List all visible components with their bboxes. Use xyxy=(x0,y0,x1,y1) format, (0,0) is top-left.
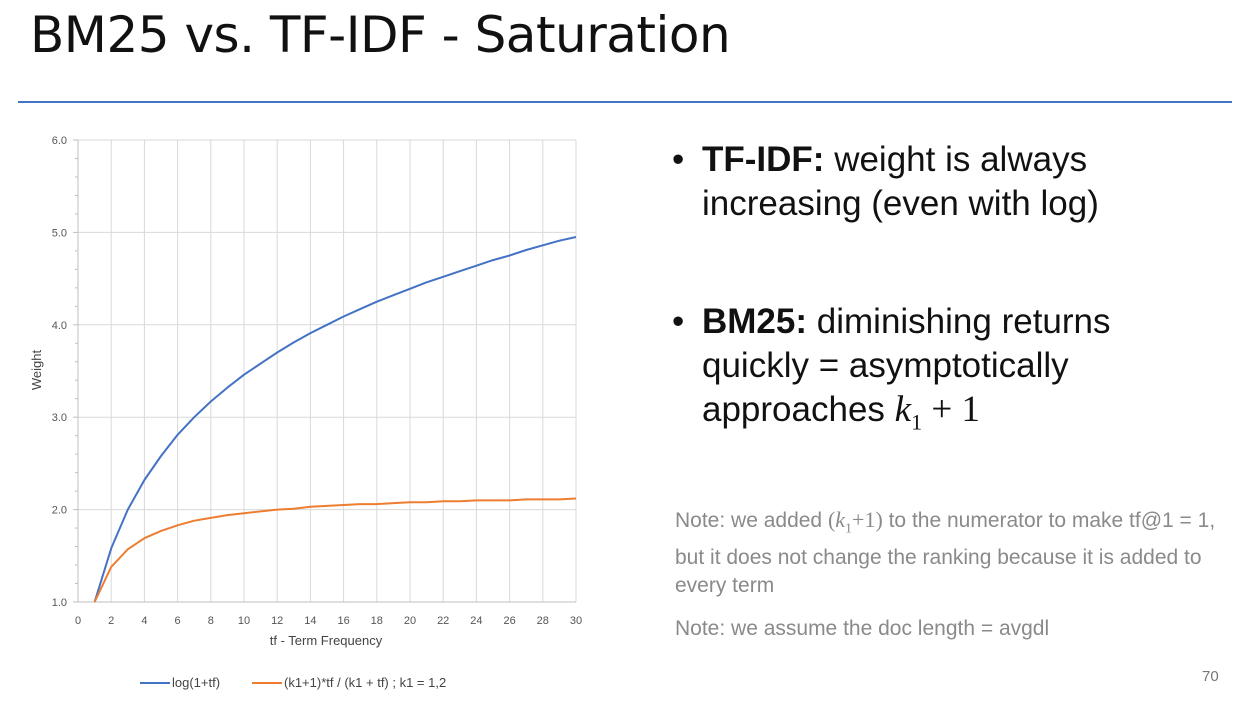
k1-plus-one-formula: k1 + 1 xyxy=(894,389,980,434)
bullet-text-bm25-line3: approaches xyxy=(702,390,885,429)
footnotes: Note: we added (k1+1) to the numerator t… xyxy=(675,506,1235,643)
bullet-text-tfidf-line1: weight is always xyxy=(834,140,1088,179)
page-number: 70 xyxy=(1202,668,1219,685)
bullet-bm25: • BM25: diminishing returns quickly = as… xyxy=(672,300,1232,444)
chart-series-lines xyxy=(93,236,577,603)
bullet-dot: • xyxy=(672,302,685,341)
slide-title: BM25 vs. TF-IDF - Saturation xyxy=(30,6,731,64)
bullet-text-bm25-line2: quickly = asymptotically xyxy=(702,346,1069,385)
x-tick-label: 12 xyxy=(271,615,283,627)
note1-after: to the numerator to make tf@1 = 1, but i… xyxy=(675,509,1216,598)
note1-before: Note: we added xyxy=(675,509,828,532)
bullet-dot: • xyxy=(672,140,685,179)
note1-var: k xyxy=(835,507,846,532)
bullet-text-tfidf-line2: increasing (even with log) xyxy=(702,184,1099,223)
bullet-text-bm25-line1: diminishing returns xyxy=(816,302,1111,341)
series-line-2 xyxy=(93,497,577,603)
x-tick-label: 0 xyxy=(75,615,81,627)
x-tick-label: 26 xyxy=(503,615,515,627)
note1-sub: 1 xyxy=(845,521,853,537)
y-tick-label: 4.0 xyxy=(52,320,67,332)
x-tick-label: 16 xyxy=(337,615,349,627)
title-divider xyxy=(18,101,1232,103)
x-tick-label: 2 xyxy=(108,615,114,627)
note-doc-length: Note: we assume the doc length = avgdl xyxy=(675,616,1050,640)
y-tick-label: 6.0 xyxy=(52,135,67,147)
y-tick-label: 1.0 xyxy=(52,597,67,609)
chart-tick-labels: 0 2 4 6 8 10 12 14 16 18 20 22 24 26 28 301.02.03.04.05… xyxy=(52,135,582,627)
legend-label-2: (k1+1)*tf / (k1 + tf) ; k1 = 1,2 xyxy=(284,675,446,690)
chart-legend: log(1+tf) (k1+1)*tf / (k1 + tf) ; k1 = 1,… xyxy=(140,675,446,690)
x-tick-label: 8 xyxy=(208,615,214,627)
bullet-label-tfidf: TF-IDF: xyxy=(702,140,825,179)
x-axis-title: tf - Term Frequency xyxy=(270,633,383,648)
formula-rest: + 1 xyxy=(922,389,980,430)
legend-label-1: log(1+tf) xyxy=(172,675,220,690)
x-tick-label: 6 xyxy=(175,615,181,627)
chart-axes xyxy=(73,139,576,603)
y-tick-label: 2.0 xyxy=(52,505,67,517)
x-tick-label: 28 xyxy=(537,615,549,627)
y-tick-label: 5.0 xyxy=(52,227,67,239)
k1-plus-one-inline: (k1+1) xyxy=(827,507,883,536)
note1-close: +1) xyxy=(852,507,883,532)
bullet-list: • TF-IDF: weight is always increasing (e… xyxy=(672,138,1232,444)
chart-grid xyxy=(78,139,577,602)
x-tick-label: 24 xyxy=(470,615,482,627)
x-tick-label: 30 xyxy=(570,615,582,627)
note-numerator: Note: we added (k1+1) to the numerator t… xyxy=(675,506,1235,601)
saturation-line-chart: 0 2 4 6 8 10 12 14 16 18 20 22 24 26 28 301.02.03.04.05… xyxy=(29,135,582,690)
formula-sub: 1 xyxy=(911,409,923,435)
bullet-tfidf: • TF-IDF: weight is always increasing (e… xyxy=(672,138,1232,226)
x-tick-label: 4 xyxy=(141,615,147,627)
y-tick-label: 3.0 xyxy=(52,412,67,424)
x-tick-label: 10 xyxy=(238,615,250,627)
x-tick-label: 22 xyxy=(437,615,449,627)
note1-open: ( xyxy=(827,507,836,532)
y-axis-title: Weight xyxy=(29,350,44,391)
x-tick-label: 18 xyxy=(371,615,383,627)
formula-var: k xyxy=(894,389,912,430)
bullet-label-bm25: BM25: xyxy=(702,302,808,341)
x-tick-label: 20 xyxy=(404,615,416,627)
series-line-1 xyxy=(93,236,577,603)
x-tick-label: 14 xyxy=(304,615,316,627)
